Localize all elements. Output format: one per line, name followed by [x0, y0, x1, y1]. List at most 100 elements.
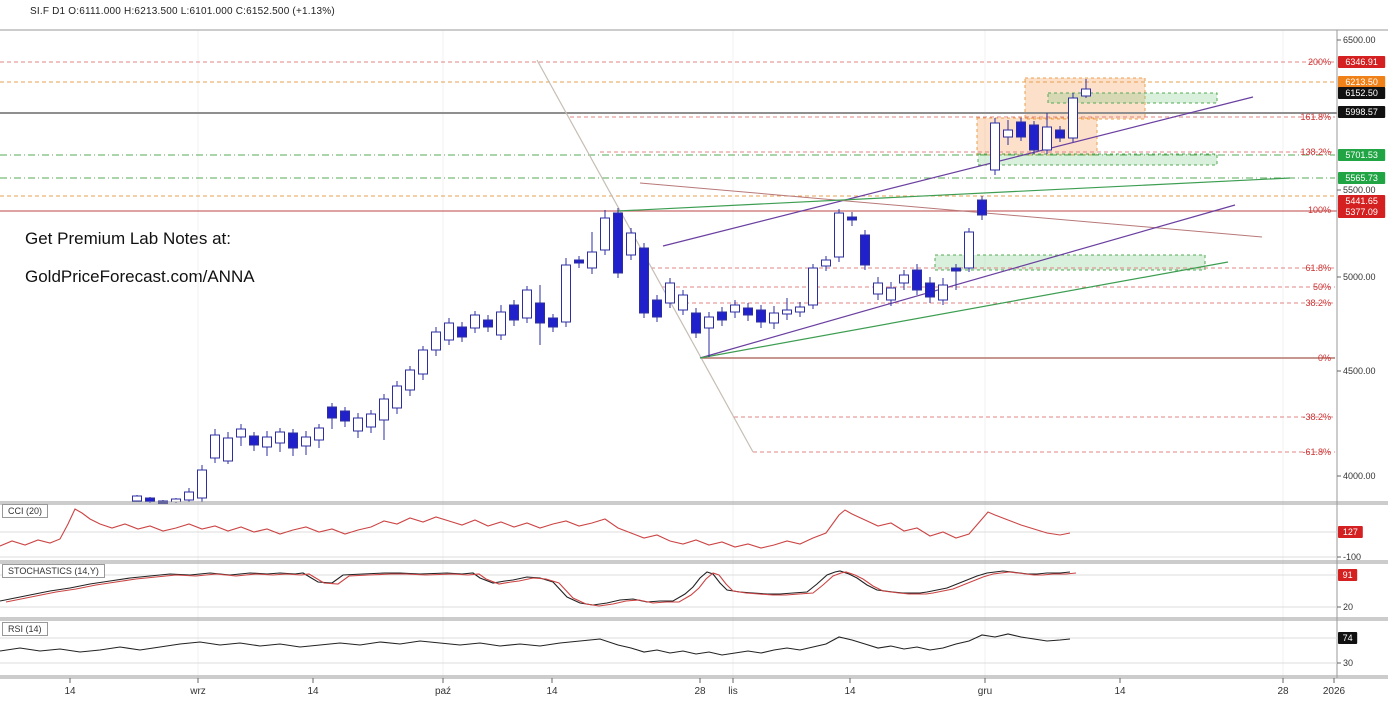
candle-down — [574, 259, 584, 264]
candle-down — [613, 212, 623, 274]
candle-up — [418, 349, 428, 375]
line — [639, 182, 1263, 238]
candle-down — [951, 267, 961, 272]
date-label: 14 — [307, 686, 319, 697]
panel-borders — [0, 29, 1388, 679]
candle-up — [314, 427, 324, 441]
candle-up — [678, 294, 688, 311]
candle-up — [496, 311, 506, 336]
cci-value-pill-text: 127 — [1343, 527, 1358, 537]
candle-up — [1068, 97, 1078, 139]
fib-label: 50% — [1313, 282, 1331, 292]
fib-labels: 200% 161.8% 138.2% 100% 61.8% 50% 38.2% 0% -38.2… — [1300, 57, 1331, 457]
line — [699, 204, 1236, 359]
candle-up — [197, 469, 207, 499]
zone — [977, 153, 1218, 166]
stoch-panel: 20 — [0, 570, 1353, 612]
candle-down — [483, 319, 493, 328]
price-pill — [1338, 76, 1386, 88]
trend-lines — [536, 59, 1291, 453]
cci-tick: -100 — [1343, 552, 1361, 562]
candle-up — [769, 312, 779, 324]
date-label: 28 — [694, 686, 706, 697]
candle-up — [704, 316, 714, 329]
rsi-indicator-label[interactable]: RSI (14) — [2, 622, 48, 636]
candle-down — [1055, 129, 1065, 139]
fib-label: -61.8% — [1302, 447, 1331, 457]
price-pill-text: 5998.57 — [1345, 107, 1378, 117]
candle-down — [457, 326, 467, 338]
candle-up — [626, 232, 636, 256]
candle-up — [561, 264, 571, 323]
date-label: lis — [728, 686, 737, 697]
price-pill — [1338, 206, 1386, 218]
candle-up — [262, 436, 272, 448]
candle-up — [132, 495, 142, 502]
candle-up — [730, 304, 740, 313]
candle-up — [236, 428, 246, 438]
line — [699, 261, 1229, 359]
watermark: Get Premium Lab Notes at: GoldPriceForec… — [25, 220, 255, 296]
month-gridlines — [197, 30, 1284, 678]
price-pill-text: 5377.09 — [1345, 207, 1378, 217]
date-label: 14 — [546, 686, 558, 697]
candle-down — [860, 234, 870, 266]
candle-up — [1003, 129, 1013, 138]
candle-down — [639, 247, 649, 314]
candle-up — [366, 413, 376, 428]
stoch-value-pill-text: 91 — [1343, 570, 1353, 580]
stochastics-indicator-label[interactable]: STOCHASTICS (14,Y) — [2, 564, 105, 578]
indicator-line — [0, 570, 1071, 606]
cci-indicator-label[interactable]: CCI (20) — [2, 504, 49, 518]
fib-label: 38.2% — [1305, 298, 1331, 308]
watermark-line2: GoldPriceForecast.com/ANNA — [25, 267, 255, 286]
price-pill-text: 6213.50 — [1345, 77, 1378, 87]
zone — [934, 254, 1206, 271]
candle-down — [288, 432, 298, 449]
candle-up — [821, 259, 831, 267]
candle-up — [405, 369, 415, 391]
cci-panel: -100 — [0, 508, 1361, 562]
price-pill-text: 5565.73 — [1345, 173, 1378, 183]
zone — [1047, 92, 1218, 104]
rsi-tick: 30 — [1343, 658, 1353, 668]
candle-up — [1081, 88, 1091, 97]
price-pill — [1338, 195, 1386, 207]
price-pill — [1338, 172, 1386, 184]
price-axis[interactable]: 6500.00 5500.00 5000.00 4500.00 4000.00 — [1337, 35, 1376, 481]
date-label: 14 — [64, 686, 76, 697]
rsi-panel: 30 — [0, 633, 1353, 668]
candlestick-series — [132, 79, 1091, 504]
time-axis[interactable]: 14 wrz 14 paź 14 28 lis 14 gru 14 28 2026 — [64, 678, 1346, 697]
date-label: wrz — [189, 686, 206, 697]
indicator-line — [0, 508, 1071, 549]
candle-up — [873, 282, 883, 295]
candle-down — [847, 216, 857, 221]
candle-down — [912, 269, 922, 291]
candle-up — [210, 434, 220, 459]
fib-label: 200% — [1308, 57, 1331, 67]
candle-up — [899, 274, 909, 284]
price-tick: 5000.00 — [1343, 272, 1376, 282]
candle-down — [652, 299, 662, 318]
candle-up — [1042, 126, 1052, 151]
candle-up — [834, 212, 844, 258]
candle-up — [275, 431, 285, 444]
candle-up — [522, 289, 532, 319]
price-pill-text: 6346.91 — [1345, 57, 1378, 67]
candle-down — [249, 435, 259, 446]
price-tick: 6500.00 — [1343, 35, 1376, 45]
candle-up — [990, 122, 1000, 171]
fib-label: -38.2% — [1302, 412, 1331, 422]
candle-down — [1029, 124, 1039, 151]
cci-value-pill — [1338, 526, 1363, 538]
candle-up — [795, 306, 805, 313]
candle-up — [665, 282, 675, 304]
candle-down — [717, 311, 727, 321]
watermark-line1: Get Premium Lab Notes at: — [25, 229, 231, 248]
fib-label: 161.8% — [1300, 112, 1331, 122]
fib-label: 138.2% — [1300, 147, 1331, 157]
line — [662, 96, 1254, 247]
